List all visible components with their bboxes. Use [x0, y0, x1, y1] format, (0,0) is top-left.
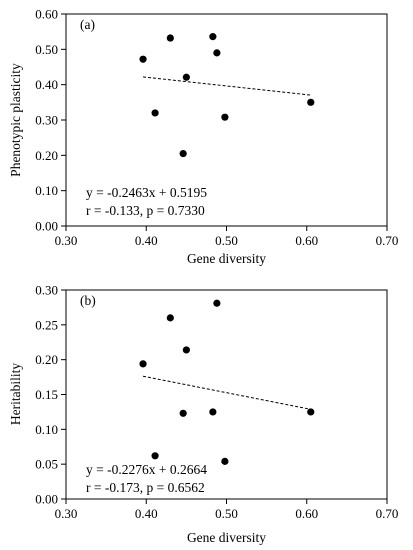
panel-label: (a): [80, 17, 95, 32]
x-tick-label: 0.50: [215, 233, 238, 248]
y-tick-label: 0.25: [35, 317, 58, 332]
data-point: [182, 73, 190, 81]
x-tick-label: 0.60: [295, 506, 318, 521]
data-point: [166, 34, 174, 42]
data-point: [307, 98, 315, 106]
data-point: [307, 408, 315, 416]
trendline: [142, 76, 311, 96]
data-point: [213, 49, 221, 57]
y-tick-label: 0.10: [35, 183, 58, 198]
y-tick-label: 0.00: [35, 219, 58, 234]
axis-ticks: 0.30 0.40 0.50 0.60 0.70 0.00 0.10 0.20 0.30 0.40…: [35, 7, 398, 249]
data-point: [151, 452, 159, 460]
data-point: [179, 149, 187, 158]
y-tick-label: 0.40: [35, 77, 58, 92]
y-axis-label: Phenotypic plasticity: [8, 63, 23, 177]
x-tick-label: 0.50: [215, 506, 238, 521]
data-point: [213, 299, 221, 307]
y-tick-label: 0.00: [35, 492, 58, 507]
chart-panel-b: (b) 0.30 0.40 0.50 0.60 0.70 0.00 0.05 0.10 0.15…: [8, 283, 398, 546]
trendline: [142, 375, 311, 410]
data-point: [209, 33, 217, 41]
regression-stats: r = -0.133, p = 0.7330: [86, 203, 205, 218]
y-axis-label: Heritability: [8, 363, 23, 425]
trendline-path: [142, 76, 311, 96]
panel-label: (b): [80, 293, 96, 308]
data-point: [151, 109, 159, 117]
chart-panel-a: (a) 0.30 0.40 0.50 0.60 0.700.000.100.200.30…: [8, 7, 398, 267]
data-points: [139, 33, 315, 158]
y-tick-label: 0.20: [35, 352, 58, 367]
data-point: [139, 55, 147, 63]
data-point: [166, 314, 174, 322]
regression-equation: y = -0.2463x + 0.5195: [86, 185, 207, 200]
data-point: [179, 409, 187, 417]
data-points: [139, 299, 315, 465]
x-tick-label: 0.40: [135, 233, 158, 248]
axis-ticks: 0.30 0.40 0.50 0.60 0.70 0.00 0.05 0.10 0.15 0.20…: [35, 283, 398, 522]
x-axis-label: Gene diversity: [187, 530, 266, 545]
y-tick-label: 0.60: [35, 7, 58, 22]
y-tick-label: 0.10: [35, 422, 58, 437]
regression-equation: y = -0.2276x + 0.2664: [86, 462, 207, 477]
y-tick-label: 0.30: [35, 283, 58, 298]
x-tick-label: 0.30: [55, 506, 78, 521]
data-point: [221, 113, 229, 121]
data-point: [139, 360, 147, 368]
y-tick-label: 0.15: [35, 387, 58, 402]
x-tick-label: 0.30: [55, 233, 78, 248]
y-tick-label: 0.20: [35, 148, 58, 163]
data-point: [209, 408, 217, 416]
data-point: [221, 457, 229, 465]
trendline-path: [142, 375, 311, 410]
y-tick-label: 0.30: [35, 113, 58, 128]
x-axis-label: Gene diversity: [187, 251, 266, 266]
regression-stats: r = -0.173, p = 0.6562: [86, 480, 205, 495]
data-point: [182, 346, 190, 354]
y-tick-label: 0.05: [35, 457, 58, 472]
x-tick-label: 0.70: [376, 233, 399, 248]
x-tick-label: 0.70: [376, 506, 399, 521]
x-tick-label: 0.60: [295, 233, 318, 248]
x-tick-label: 0.40: [135, 506, 158, 521]
y-tick-label: 0.50: [35, 42, 58, 57]
